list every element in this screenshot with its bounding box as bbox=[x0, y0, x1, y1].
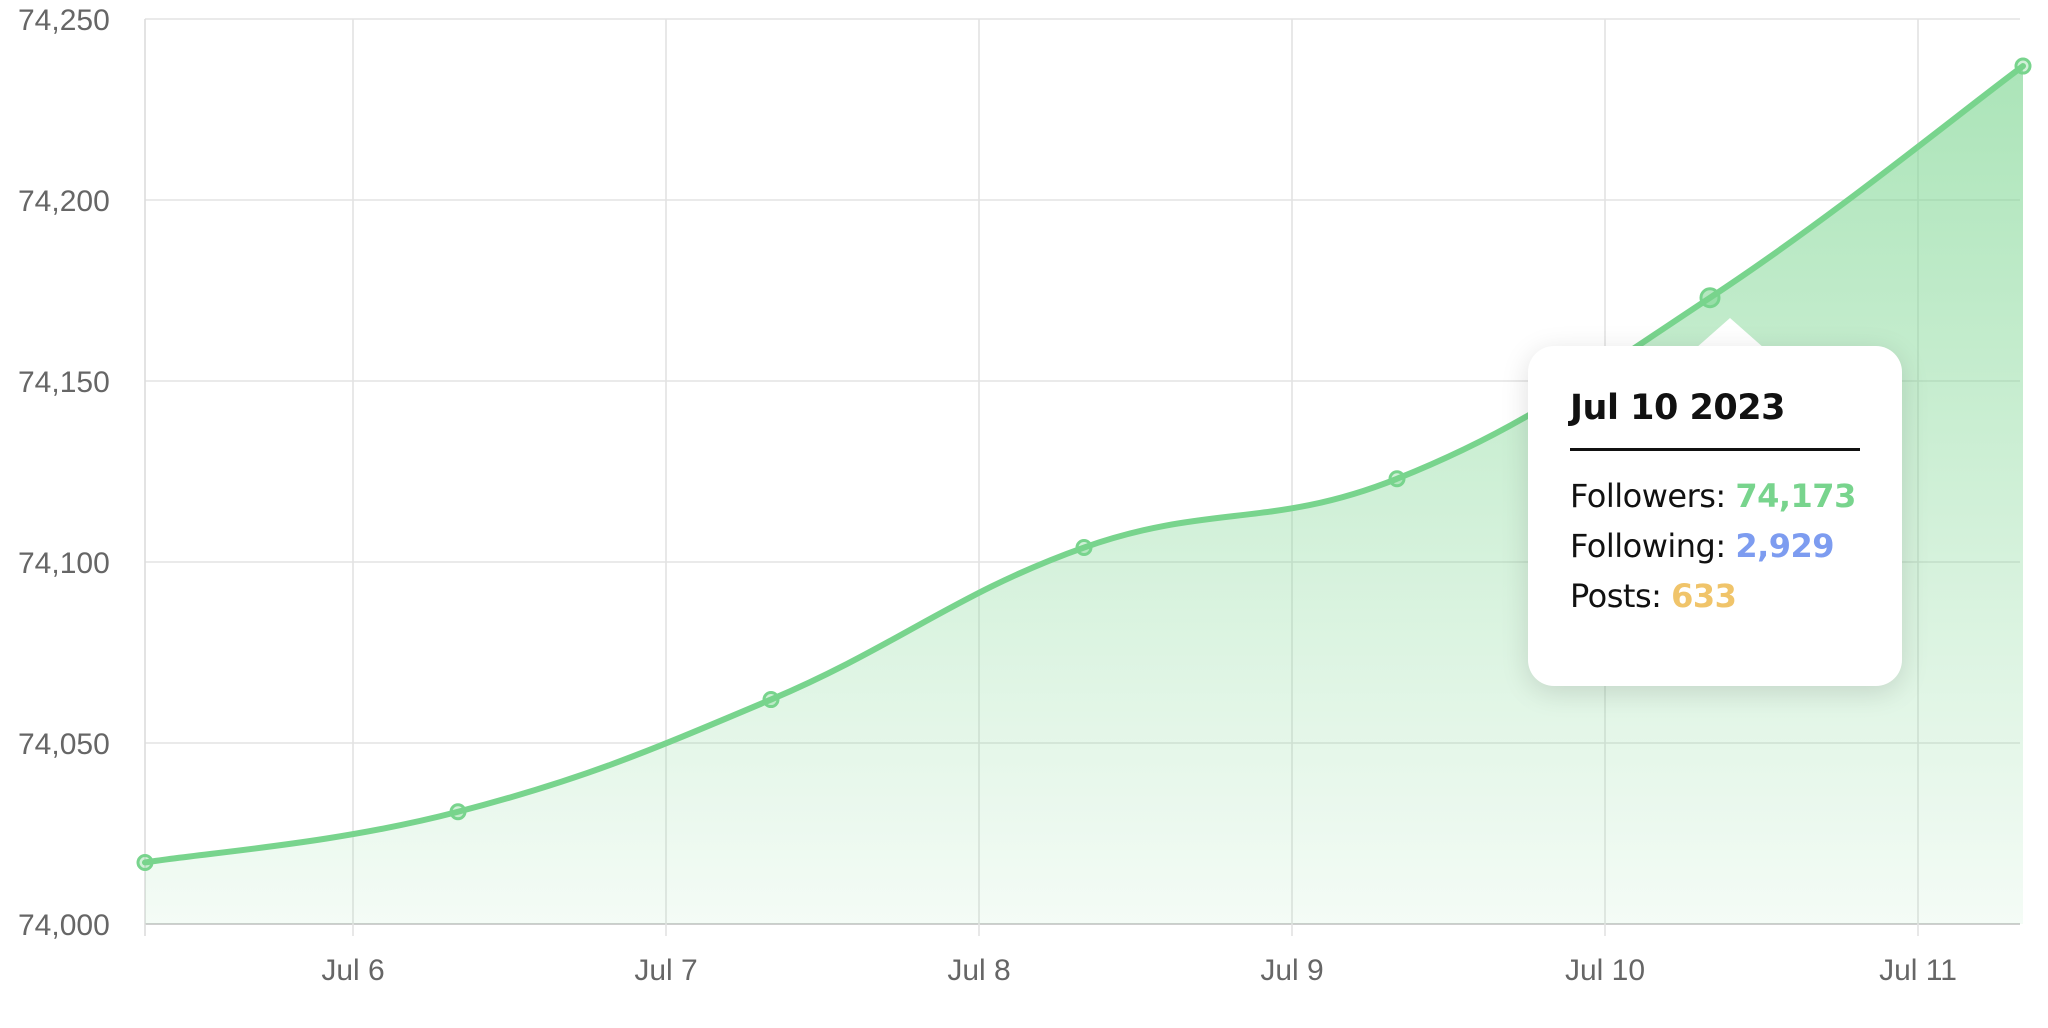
tooltip: Jul 10 2023 Followers: 74,173 Following:… bbox=[1528, 346, 1902, 686]
tooltip-arrow bbox=[1696, 318, 1764, 348]
tooltip-row-followers: Followers: 74,173 bbox=[1570, 477, 1860, 515]
x-tick-label: Jul 8 bbox=[947, 954, 1010, 987]
y-tick-label: 74,250 bbox=[18, 4, 110, 37]
x-tick-label: Jul 6 bbox=[321, 954, 384, 987]
tooltip-label: Followers: bbox=[1570, 477, 1726, 515]
tooltip-value: 2,929 bbox=[1735, 527, 1835, 565]
y-tick-label: 74,200 bbox=[18, 185, 110, 218]
tooltip-row-following: Following: 2,929 bbox=[1570, 527, 1860, 565]
data-point[interactable] bbox=[1388, 470, 1406, 488]
x-axis: Jul 6 Jul 7 Jul 8 Jul 9 Jul 10 Jul 11 bbox=[321, 954, 1957, 987]
data-point[interactable] bbox=[762, 691, 780, 709]
x-tick-label: Jul 9 bbox=[1260, 954, 1323, 987]
data-point[interactable] bbox=[449, 803, 467, 821]
y-tick-label: 74,050 bbox=[18, 728, 110, 761]
followers-area bbox=[145, 66, 2023, 924]
x-tick-label: Jul 11 bbox=[1879, 954, 1957, 987]
x-tick-label: Jul 10 bbox=[1565, 954, 1645, 987]
x-tick-label: Jul 7 bbox=[634, 954, 697, 987]
data-point[interactable] bbox=[1699, 287, 1721, 309]
tooltip-title: Jul 10 2023 bbox=[1570, 388, 1785, 428]
tooltip-row-posts: Posts: 633 bbox=[1570, 577, 1860, 615]
tooltip-value: 74,173 bbox=[1735, 477, 1856, 515]
tooltip-label: Following: bbox=[1570, 527, 1726, 565]
data-points bbox=[136, 57, 2032, 871]
tooltip-label: Posts: bbox=[1570, 577, 1662, 615]
data-point[interactable] bbox=[2014, 57, 2032, 75]
y-tick-label: 74,100 bbox=[18, 547, 110, 580]
data-point[interactable] bbox=[136, 853, 154, 871]
tooltip-divider bbox=[1570, 448, 1860, 451]
data-point[interactable] bbox=[1075, 539, 1093, 557]
y-tick-label: 74,000 bbox=[18, 909, 110, 942]
y-tick-label: 74,150 bbox=[18, 366, 110, 399]
y-axis: 74,000 74,050 74,100 74,150 74,200 74,250 bbox=[18, 4, 110, 942]
tooltip-value: 633 bbox=[1671, 577, 1737, 615]
